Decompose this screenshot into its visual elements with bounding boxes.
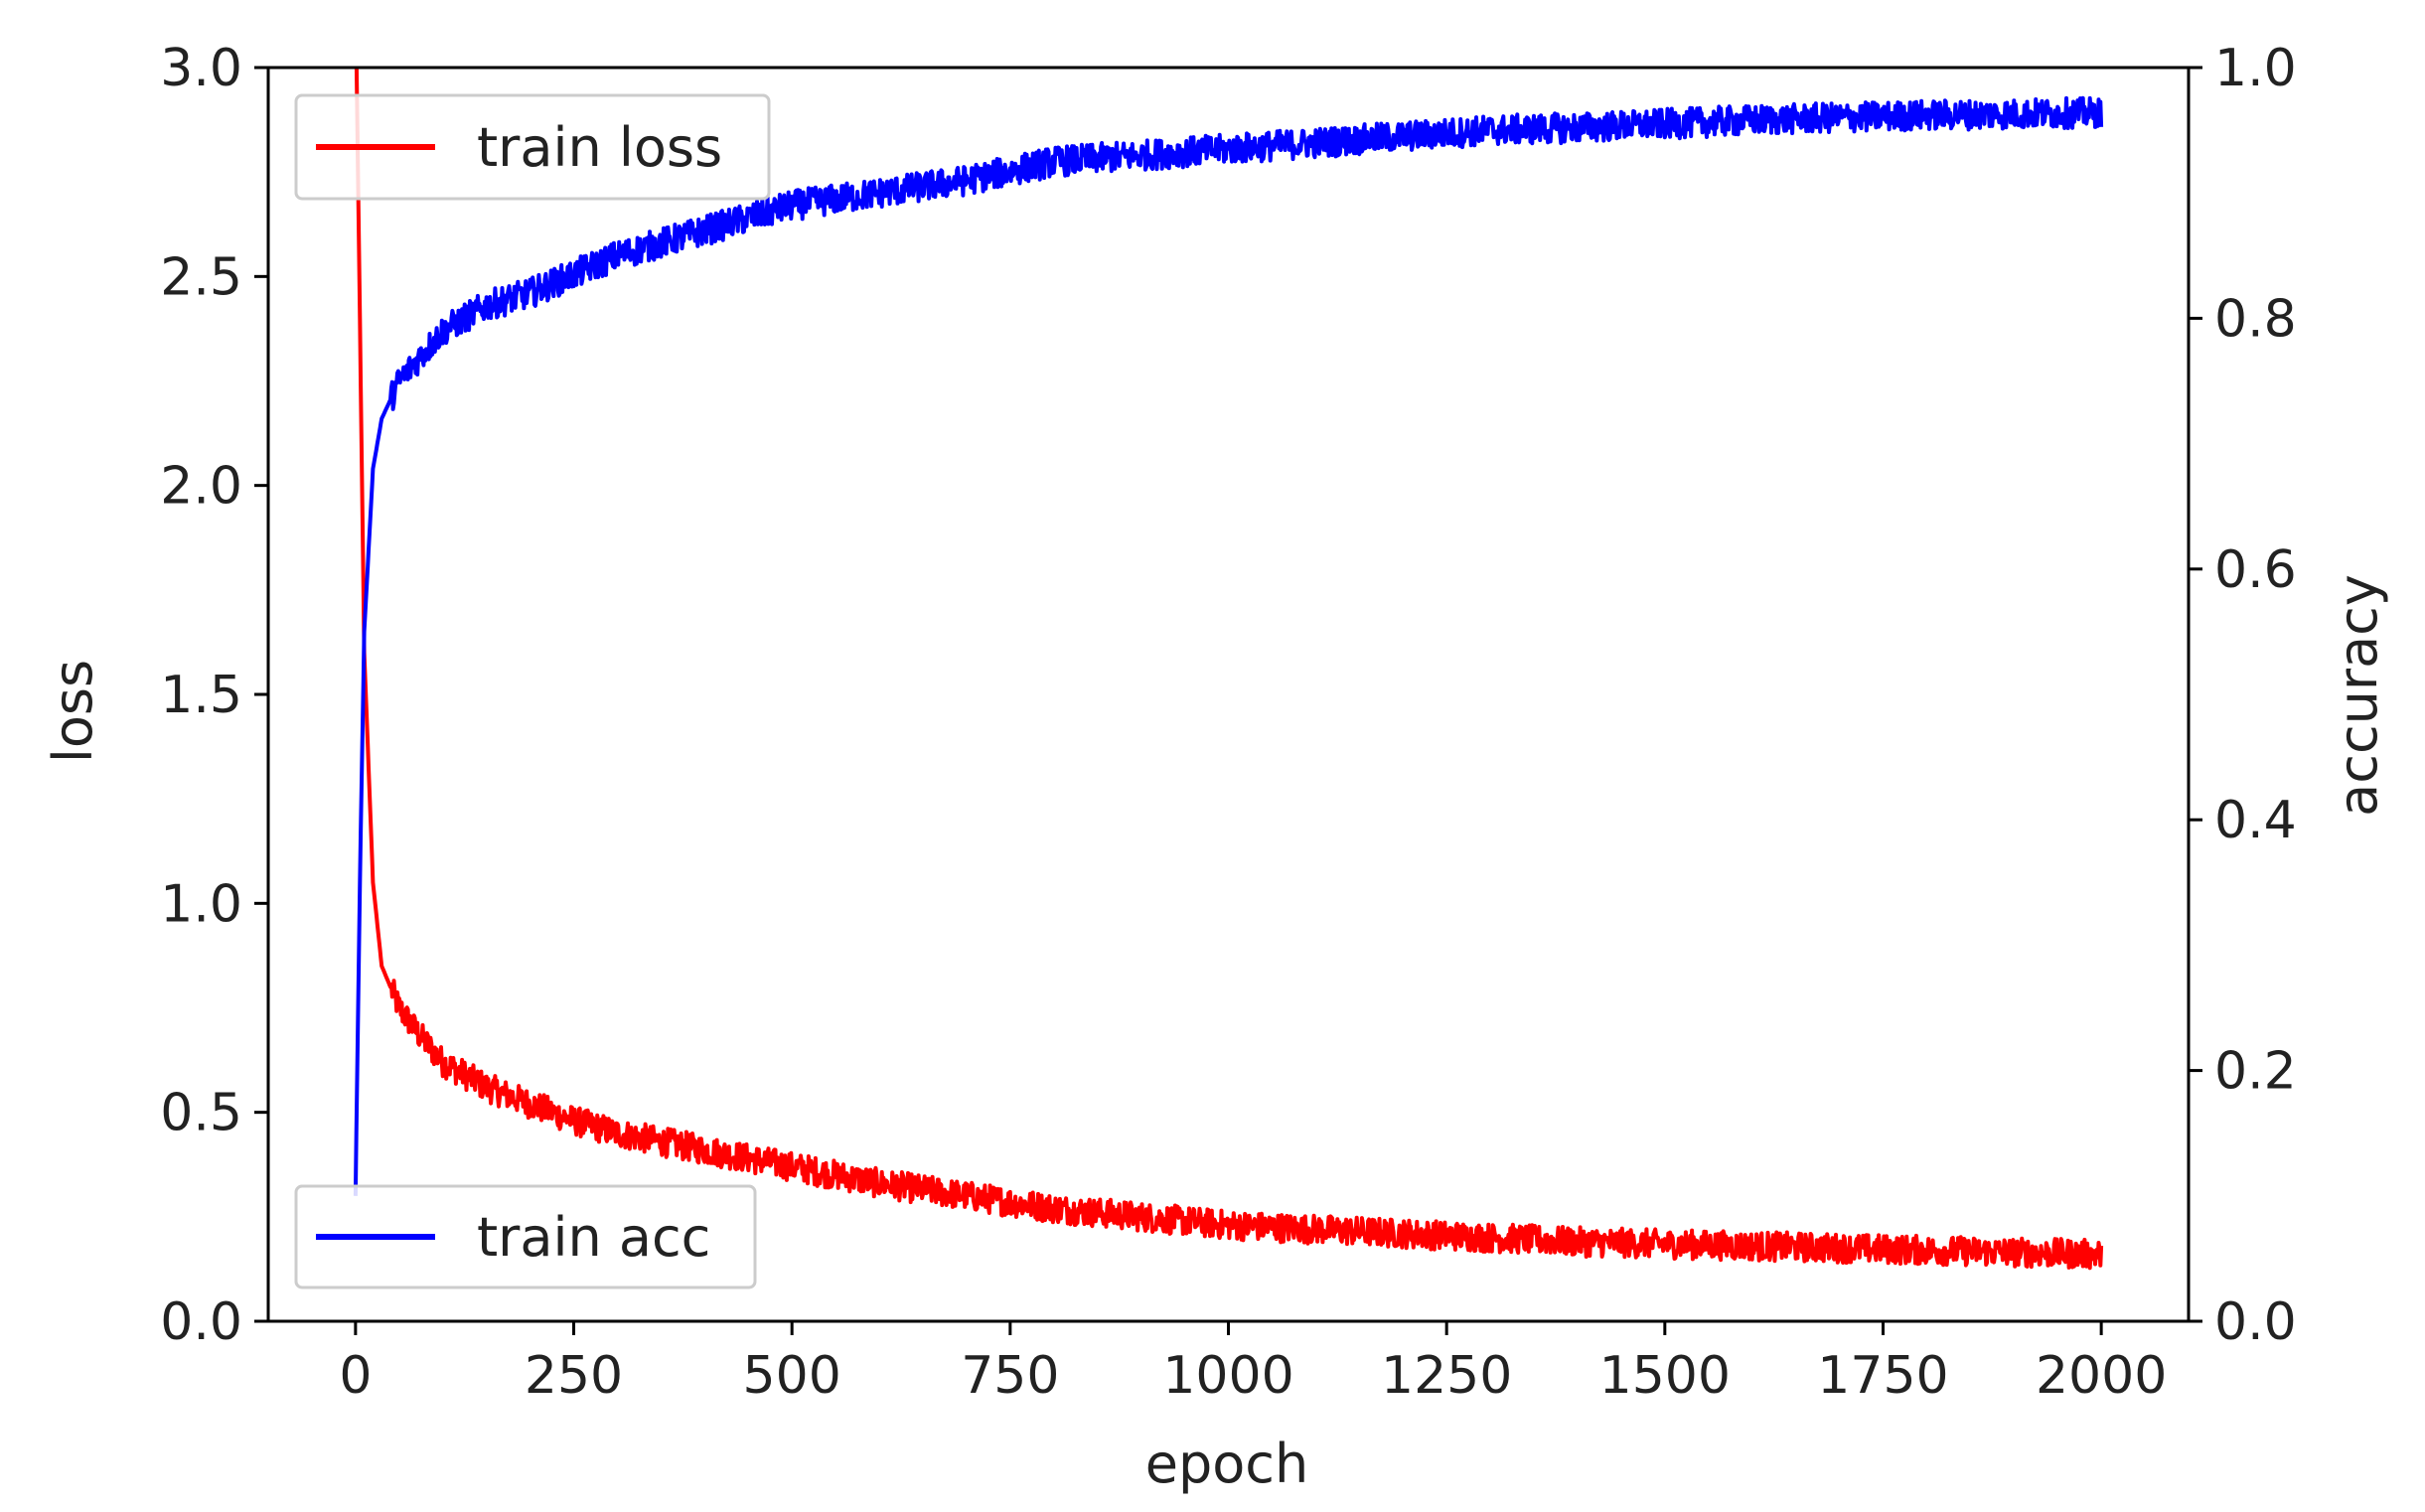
y-right-tick-label: 0.0 bbox=[2214, 1292, 2297, 1352]
x-tick-label: 1250 bbox=[1381, 1346, 1512, 1406]
y-right-tick-label: 0.4 bbox=[2214, 791, 2297, 850]
x-tick-label: 2000 bbox=[2036, 1346, 2167, 1406]
x-tick-label: 500 bbox=[743, 1346, 841, 1406]
series-line-train-loss bbox=[354, 68, 2104, 1271]
x-tick-label: 250 bbox=[525, 1346, 623, 1406]
legend-label: train loss bbox=[477, 116, 722, 179]
x-tick-label: 0 bbox=[339, 1346, 372, 1406]
y-right-tick-label: 0.8 bbox=[2214, 289, 2297, 349]
legend-train-acc: train acc bbox=[294, 1184, 757, 1289]
plot-area bbox=[353, 68, 2104, 1271]
y-left-axis-label: loss bbox=[42, 660, 104, 763]
legend-train-loss: train loss bbox=[294, 93, 771, 201]
y-left-tick-label: 1.5 bbox=[160, 666, 242, 725]
y-left-tick-label: 3.0 bbox=[160, 39, 242, 98]
y-right-tick-label: 1.0 bbox=[2214, 39, 2297, 98]
y-right-tick-label: 0.6 bbox=[2214, 540, 2297, 600]
y-left-tick-label: 0.5 bbox=[160, 1084, 242, 1143]
x-tick-label: 1000 bbox=[1162, 1346, 1293, 1406]
y-left-tick-label: 2.0 bbox=[160, 457, 242, 517]
legend-box bbox=[294, 93, 771, 201]
x-tick-label: 1750 bbox=[1817, 1346, 1948, 1406]
y-left-tick-label: 0.0 bbox=[160, 1292, 242, 1352]
legend-box bbox=[294, 1184, 757, 1289]
legend-label: train acc bbox=[477, 1206, 710, 1269]
axes: 0 250 500 750 1000 1250 1500 1750 2000 0.0 0.5 1.0 1… bbox=[160, 39, 2296, 1406]
x-axis-label: epoch bbox=[1145, 1433, 1308, 1495]
x-tick-label: 750 bbox=[961, 1346, 1059, 1406]
x-tick-label: 1500 bbox=[1599, 1346, 1731, 1406]
y-left-tick-label: 1.0 bbox=[160, 874, 242, 934]
y-right-tick-label: 0.2 bbox=[2214, 1042, 2297, 1102]
y-right-axis-label: accuracy bbox=[2327, 574, 2389, 817]
y-left-tick-label: 2.5 bbox=[160, 247, 242, 307]
series-line-train-acc bbox=[353, 95, 2104, 1196]
